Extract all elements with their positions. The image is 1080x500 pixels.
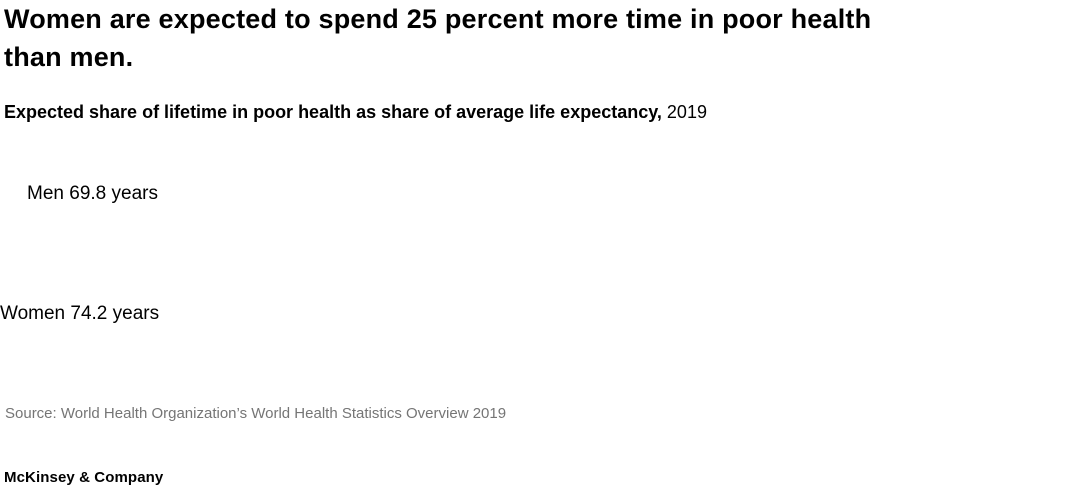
chart-title-line1: Women are expected to spend 25 percent m… (4, 4, 872, 34)
plot-area: Men 69.8 years Women 74.2 years (0, 140, 1080, 380)
source-note: Source: World Health Organization’s Worl… (5, 405, 507, 422)
mckinsey-wordmark: McKinsey & Company (4, 469, 164, 486)
chart-subtitle: Expected share of lifetime in poor healt… (4, 100, 1004, 124)
chart-title: Women are expected to spend 25 percent m… (4, 0, 1004, 76)
category-label-men: Men 69.8 years (27, 183, 158, 204)
chart-subtitle-year: 2019 (666, 102, 707, 122)
chart-subtitle-text: Expected share of lifetime in poor healt… (4, 102, 662, 122)
category-label-women: Women 74.2 years (0, 303, 160, 324)
chart-title-line2: than men. (4, 42, 134, 72)
